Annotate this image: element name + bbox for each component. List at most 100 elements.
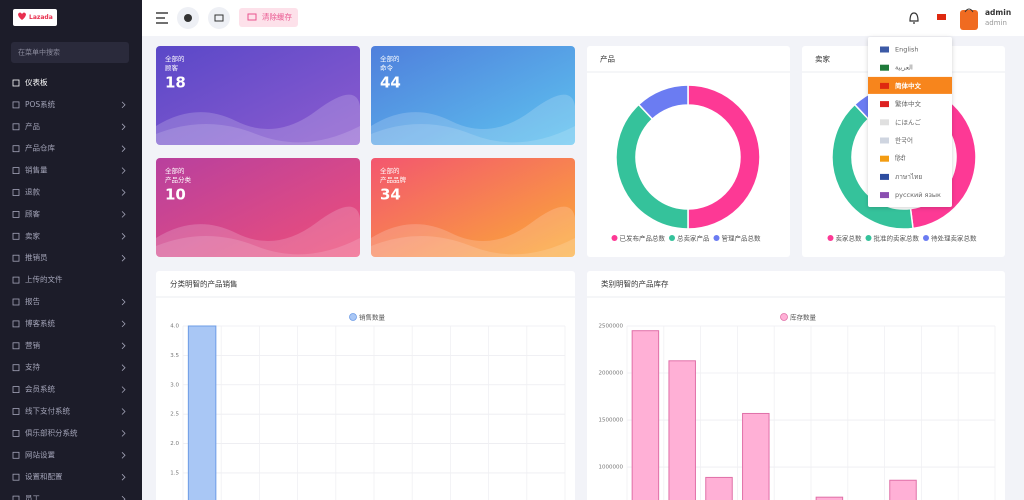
legend-label[interactable]: 销售数量 xyxy=(359,313,386,322)
menu-label[interactable]: 卖家 xyxy=(25,230,40,240)
donut-segment[interactable] xyxy=(637,84,689,121)
legend-item[interactable]: 卖家总数 xyxy=(827,234,863,243)
avatar[interactable] xyxy=(960,10,978,30)
bar[interactable] xyxy=(631,330,660,500)
language-flag xyxy=(880,101,889,108)
menu-label[interactable]: 线下支付系统 xyxy=(25,406,70,416)
legend-item[interactable]: 管理产品总数 xyxy=(713,234,762,243)
bar[interactable] xyxy=(668,360,696,500)
menu-label[interactable]: 产品 xyxy=(25,121,40,131)
language-label[interactable]: にほんご xyxy=(895,117,922,126)
menu-label[interactable]: 支持 xyxy=(25,362,40,372)
menu-label[interactable]: 员工 xyxy=(25,494,40,500)
menu-label[interactable]: 退款 xyxy=(25,187,40,197)
menu-label[interactable]: 产品仓库 xyxy=(25,143,55,153)
clear-cache-button[interactable] xyxy=(239,8,298,27)
menu-item[interactable]: 网站设置 xyxy=(12,449,126,459)
stat-title: 全部的 xyxy=(380,166,400,175)
menu-icon xyxy=(12,320,20,328)
language-item[interactable]: русский язык xyxy=(880,191,941,199)
menu-label[interactable]: 博客系统 xyxy=(25,318,55,328)
menu-item[interactable]: 支持 xyxy=(12,362,126,372)
menu-item[interactable]: 卖家 xyxy=(12,230,126,240)
language-item[interactable]: हिंदी xyxy=(880,155,906,163)
menu-label[interactable]: 顾客 xyxy=(25,208,40,218)
menu-item[interactable]: 产品仓库 xyxy=(12,143,126,153)
menu-label[interactable]: 推销员 xyxy=(25,252,48,262)
language-label[interactable]: English xyxy=(895,46,918,54)
menu-label[interactable]: 营销 xyxy=(25,340,40,350)
language-label[interactable]: русский язык xyxy=(895,191,941,199)
legend-label[interactable]: 卖家总数 xyxy=(836,234,863,243)
bar[interactable] xyxy=(889,479,917,500)
search-box[interactable] xyxy=(11,42,129,63)
bar[interactable] xyxy=(705,476,733,500)
legend-label[interactable]: 总卖家产品 xyxy=(677,234,710,243)
menu-label[interactable]: 网站设置 xyxy=(25,449,55,459)
menu-item[interactable]: 员工 xyxy=(12,494,126,500)
menu-label[interactable]: 销售量 xyxy=(25,165,48,175)
chart-title: 卖家 xyxy=(815,54,830,64)
menu-label[interactable]: 报告 xyxy=(25,296,40,306)
legend-label[interactable]: 管理产品总数 xyxy=(722,234,762,243)
menu-item[interactable]: 推销员 xyxy=(12,252,126,262)
menu-label[interactable]: 俱乐部积分系统 xyxy=(25,427,78,437)
menu-label[interactable]: 仪表板 xyxy=(25,77,48,87)
menu-item[interactable]: 营销 xyxy=(12,340,126,350)
bar[interactable] xyxy=(742,412,770,500)
menu-label[interactable]: POS系统 xyxy=(25,99,56,109)
hamburger[interactable] xyxy=(156,12,168,24)
menu-chevron xyxy=(121,101,126,109)
bell-icon[interactable] xyxy=(909,12,919,24)
language-label[interactable]: ภาษาไทย xyxy=(895,173,922,181)
menu-item[interactable]: 设置和配置 xyxy=(12,471,126,481)
language-item[interactable]: العربية xyxy=(880,64,913,72)
flag-button[interactable] xyxy=(937,14,946,20)
legend-label[interactable]: 批准的卖家总数 xyxy=(874,234,920,243)
stat-label: 命令 xyxy=(380,63,394,72)
menu-item[interactable]: 线下支付系统 xyxy=(12,406,126,416)
language-item[interactable]: English xyxy=(880,46,918,54)
menu-item[interactable]: 退款 xyxy=(12,187,126,197)
language-item[interactable]: にほんご xyxy=(880,117,922,126)
menu-item[interactable]: 顾客 xyxy=(12,208,126,218)
legend-dot xyxy=(780,313,788,321)
legend-item[interactable]: 批准的卖家总数 xyxy=(865,234,920,243)
language-label[interactable]: 한국어 xyxy=(895,136,913,145)
legend-item[interactable]: 待处理卖家总数 xyxy=(923,234,977,243)
legend-item[interactable]: 已发布产品总数 xyxy=(611,234,666,243)
language-item[interactable]: 한국어 xyxy=(880,136,913,145)
menu-label[interactable]: 设置和配置 xyxy=(25,471,63,481)
menu-item[interactable]: 上传的文件 xyxy=(12,274,63,284)
clear-cache-label[interactable]: 清除缓存 xyxy=(262,12,292,22)
pos-button[interactable] xyxy=(208,7,230,29)
menu-item[interactable]: 俱乐部积分系统 xyxy=(12,427,126,437)
language-label[interactable]: العربية xyxy=(895,64,913,72)
menu-item[interactable]: 销售量 xyxy=(12,165,126,175)
menu-item[interactable]: 产品 xyxy=(12,121,126,131)
menu-label[interactable]: 会员系统 xyxy=(25,384,55,394)
language-item[interactable]: 繁体中文 xyxy=(880,99,922,108)
menu-item[interactable]: 会员系统 xyxy=(12,384,126,394)
bar[interactable] xyxy=(815,496,844,500)
language-item[interactable]: 简体中文 xyxy=(868,76,952,94)
bar[interactable] xyxy=(187,325,217,500)
menu-label[interactable]: 上传的文件 xyxy=(25,274,63,284)
menu-chevron xyxy=(121,320,126,328)
cache-icon xyxy=(247,13,257,21)
menu-item[interactable]: 报告 xyxy=(12,296,126,306)
legend-label[interactable]: 已发布产品总数 xyxy=(620,234,666,243)
user-name: admin xyxy=(985,8,1011,17)
menu-icon xyxy=(12,123,20,131)
menu-item[interactable]: POS系统 xyxy=(12,99,126,109)
language-item[interactable]: ภาษาไทย xyxy=(880,173,922,181)
language-label[interactable]: हिंदी xyxy=(895,155,906,163)
language-label[interactable]: 简体中文 xyxy=(895,81,922,90)
menu-item[interactable]: 仪表板 xyxy=(12,77,48,87)
language-label[interactable]: 繁体中文 xyxy=(895,99,922,108)
stat-title: 全部的 xyxy=(380,54,400,63)
legend-label[interactable]: 待处理卖家总数 xyxy=(931,234,977,243)
legend-item[interactable]: 总卖家产品 xyxy=(669,234,710,243)
menu-item[interactable]: 博客系统 xyxy=(12,318,126,328)
legend-label[interactable]: 库存数量 xyxy=(790,313,817,322)
